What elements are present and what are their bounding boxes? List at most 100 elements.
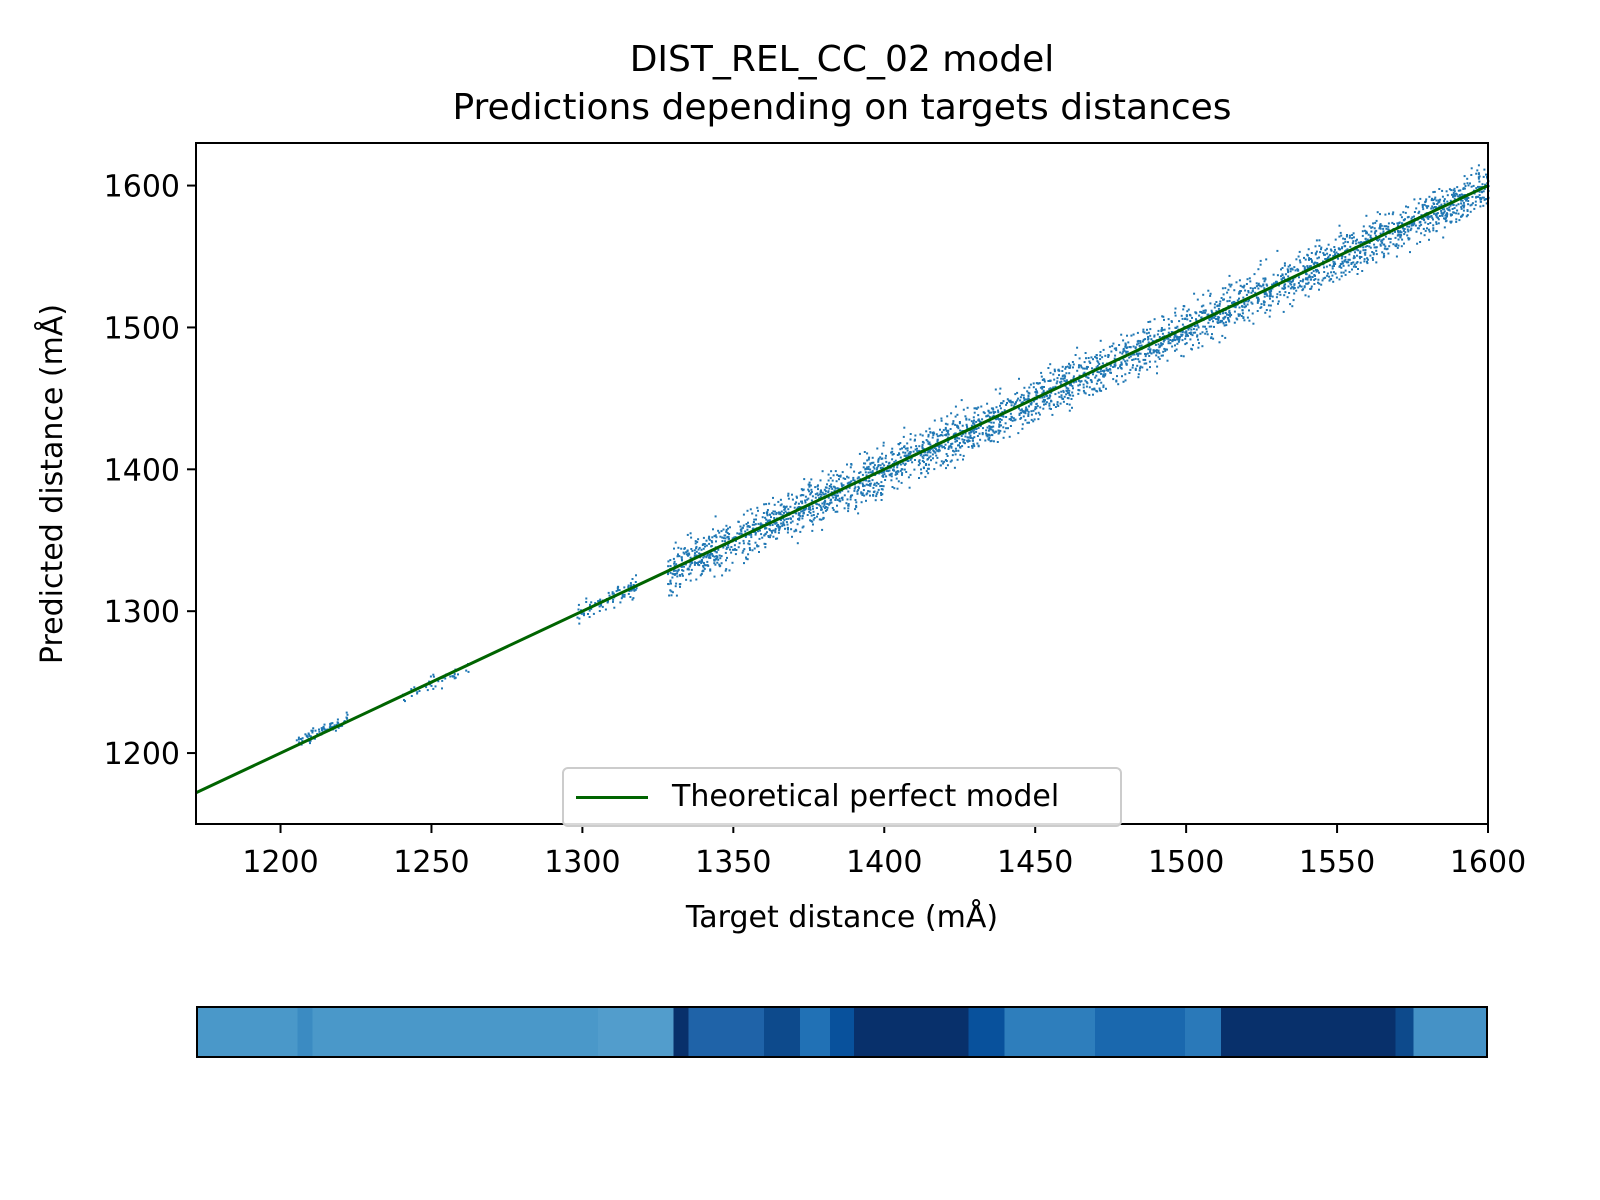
scatter-point — [1308, 257, 1311, 260]
scatter-point — [1149, 366, 1151, 369]
scatter-point — [1016, 391, 1019, 394]
scatter-point — [1009, 412, 1012, 415]
scatter-point — [1158, 336, 1161, 338]
scatter-point — [793, 530, 796, 533]
scatter-point — [1430, 207, 1433, 210]
scatter-point — [1279, 293, 1282, 296]
scatter-point — [988, 437, 991, 439]
scatter-point — [1091, 367, 1093, 370]
scatter-point — [1427, 223, 1430, 225]
y-tick-label: 1300 — [104, 595, 180, 630]
scatter-point — [816, 515, 818, 518]
scatter-point — [804, 501, 807, 504]
scatter-point — [866, 466, 869, 469]
scatter-point — [743, 548, 746, 551]
scatter-point — [718, 565, 721, 568]
scatter-point — [1290, 267, 1293, 270]
scatter-point — [1361, 241, 1364, 244]
scatter-point — [746, 558, 749, 561]
scatter-point — [1380, 224, 1383, 227]
scatter-point — [1438, 200, 1441, 203]
scatter-point — [1406, 225, 1409, 228]
scatter-point — [320, 727, 323, 730]
scatter-point — [1452, 192, 1455, 194]
scatter-point — [1306, 265, 1309, 268]
scatter-point — [925, 439, 928, 441]
scatter-point — [1340, 234, 1343, 237]
scatter-point — [1205, 327, 1208, 330]
scatter-point — [1440, 211, 1443, 214]
scatter-point — [873, 464, 876, 467]
y-tick-label: 1400 — [104, 453, 180, 488]
scatter-point — [961, 433, 964, 436]
scatter-point — [722, 546, 725, 549]
scatter-point — [1257, 284, 1260, 287]
scatter-point — [813, 516, 816, 519]
scatter-point — [1364, 245, 1367, 248]
scatter-point — [867, 458, 870, 461]
scatter-point — [1372, 222, 1375, 225]
scatter-point — [916, 450, 919, 453]
scatter-point — [1041, 400, 1044, 403]
scatter-point — [790, 528, 793, 531]
scatter-point — [1147, 341, 1150, 344]
scatter-point — [812, 507, 814, 510]
scatter-point — [1312, 270, 1315, 273]
scatter-point — [1019, 399, 1022, 402]
scatter-point — [787, 528, 789, 531]
scatter-point — [1297, 282, 1300, 284]
scatter-point — [1188, 332, 1191, 334]
scatter-point — [1034, 408, 1037, 411]
scatter-point — [1169, 335, 1172, 338]
scatter-point — [673, 573, 676, 576]
scatter-point — [1229, 315, 1232, 318]
scatter-point — [1293, 266, 1296, 269]
scatter-point — [832, 496, 835, 499]
scatter-point — [724, 551, 727, 554]
scatter-point — [1166, 348, 1168, 351]
scatter-point — [928, 450, 930, 453]
scatter-point — [1340, 271, 1343, 274]
scatter-point — [953, 450, 956, 453]
scatter-point — [701, 570, 704, 573]
scatter-point — [1233, 289, 1236, 292]
scatter-point — [698, 561, 701, 563]
scatter-point — [706, 560, 709, 563]
scatter-point — [1313, 279, 1316, 281]
scatter-point — [1024, 410, 1026, 413]
scatter-point — [1216, 318, 1219, 321]
scatter-point — [852, 478, 855, 481]
scatter-point — [980, 405, 983, 408]
scatter-point — [675, 582, 678, 585]
scatter-point — [444, 677, 447, 680]
scatter-point — [768, 502, 771, 505]
scatter-point — [911, 461, 914, 464]
scatter-point — [819, 495, 822, 498]
scatter-point — [1002, 426, 1005, 429]
scatter-point — [1122, 347, 1125, 350]
scatter-point — [1156, 372, 1158, 375]
scatter-point — [800, 488, 803, 491]
scatter-point — [699, 574, 702, 577]
scatter-point — [1189, 320, 1192, 322]
scatter-point — [995, 406, 998, 409]
scatter-point — [1175, 348, 1178, 351]
scatter-point — [1278, 290, 1281, 293]
scatter-point — [1160, 328, 1163, 331]
scatter-point — [1284, 283, 1287, 286]
scatter-point — [1090, 356, 1093, 359]
scatter-point — [601, 605, 604, 608]
scatter-point — [1420, 223, 1423, 226]
scatter-point — [1060, 394, 1063, 397]
scatter-point — [689, 563, 692, 566]
scatter-point — [1133, 353, 1136, 356]
scatter-point — [899, 442, 902, 444]
scatter-point — [733, 536, 736, 539]
scatter-point — [1122, 358, 1125, 361]
scatter-point — [1059, 402, 1062, 405]
scatter-point — [1481, 191, 1484, 194]
scatter-point — [847, 476, 850, 479]
scatter-point — [680, 547, 683, 550]
scatter-point — [1477, 164, 1480, 167]
scatter-point — [1059, 381, 1062, 384]
